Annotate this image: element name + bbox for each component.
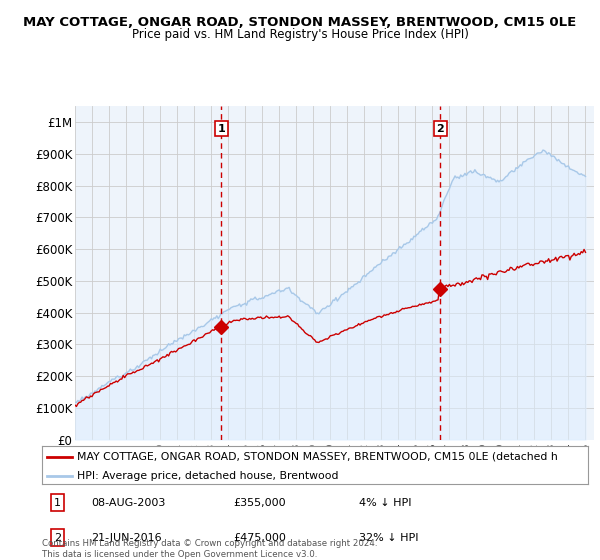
Text: MAY COTTAGE, ONGAR ROAD, STONDON MASSEY, BRENTWOOD, CM15 0LE (detached h: MAY COTTAGE, ONGAR ROAD, STONDON MASSEY,…	[77, 451, 558, 461]
Text: 1: 1	[217, 124, 225, 134]
Text: £475,000: £475,000	[233, 533, 286, 543]
Text: HPI: Average price, detached house, Brentwood: HPI: Average price, detached house, Bren…	[77, 471, 339, 481]
Text: 2: 2	[54, 533, 61, 543]
Text: 4% ↓ HPI: 4% ↓ HPI	[359, 498, 411, 507]
Text: 21-JUN-2016: 21-JUN-2016	[91, 533, 162, 543]
Text: 2: 2	[436, 124, 444, 134]
Text: MAY COTTAGE, ONGAR ROAD, STONDON MASSEY, BRENTWOOD, CM15 0LE: MAY COTTAGE, ONGAR ROAD, STONDON MASSEY,…	[23, 16, 577, 29]
Text: 32% ↓ HPI: 32% ↓ HPI	[359, 533, 418, 543]
Text: 08-AUG-2003: 08-AUG-2003	[91, 498, 166, 507]
Text: 1: 1	[54, 498, 61, 507]
Text: Contains HM Land Registry data © Crown copyright and database right 2024.
This d: Contains HM Land Registry data © Crown c…	[42, 539, 377, 559]
Text: £355,000: £355,000	[233, 498, 286, 507]
Text: Price paid vs. HM Land Registry's House Price Index (HPI): Price paid vs. HM Land Registry's House …	[131, 28, 469, 41]
